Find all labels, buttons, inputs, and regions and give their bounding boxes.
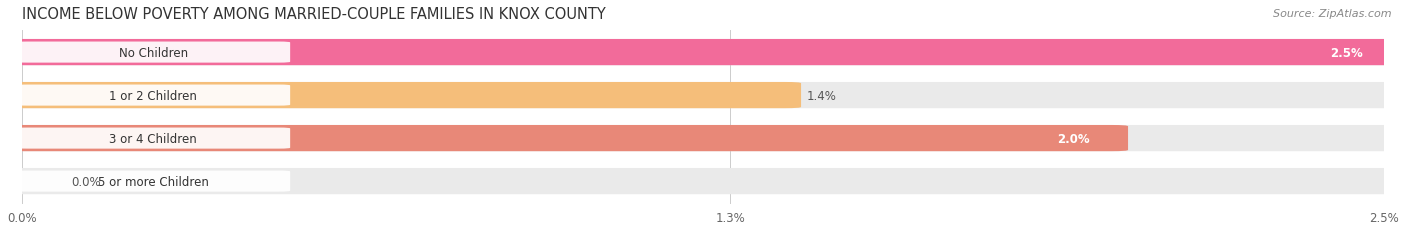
- FancyBboxPatch shape: [17, 128, 290, 149]
- Text: 3 or 4 Children: 3 or 4 Children: [110, 132, 197, 145]
- FancyBboxPatch shape: [6, 168, 1400, 194]
- FancyBboxPatch shape: [6, 125, 1128, 152]
- FancyBboxPatch shape: [6, 40, 1400, 66]
- Text: 1.4%: 1.4%: [807, 89, 837, 102]
- Text: 0.0%: 0.0%: [70, 175, 100, 188]
- FancyBboxPatch shape: [6, 125, 1400, 152]
- Text: 5 or more Children: 5 or more Children: [98, 175, 208, 188]
- FancyBboxPatch shape: [17, 85, 290, 106]
- FancyBboxPatch shape: [6, 83, 801, 109]
- FancyBboxPatch shape: [6, 83, 1400, 109]
- Text: Source: ZipAtlas.com: Source: ZipAtlas.com: [1274, 9, 1392, 19]
- Text: No Children: No Children: [118, 46, 188, 59]
- Text: 1 or 2 Children: 1 or 2 Children: [110, 89, 197, 102]
- Text: 2.0%: 2.0%: [1057, 132, 1090, 145]
- FancyBboxPatch shape: [17, 171, 290, 192]
- FancyBboxPatch shape: [17, 42, 290, 63]
- Text: INCOME BELOW POVERTY AMONG MARRIED-COUPLE FAMILIES IN KNOX COUNTY: INCOME BELOW POVERTY AMONG MARRIED-COUPL…: [21, 7, 606, 22]
- FancyBboxPatch shape: [6, 40, 1400, 66]
- Text: 2.5%: 2.5%: [1330, 46, 1362, 59]
